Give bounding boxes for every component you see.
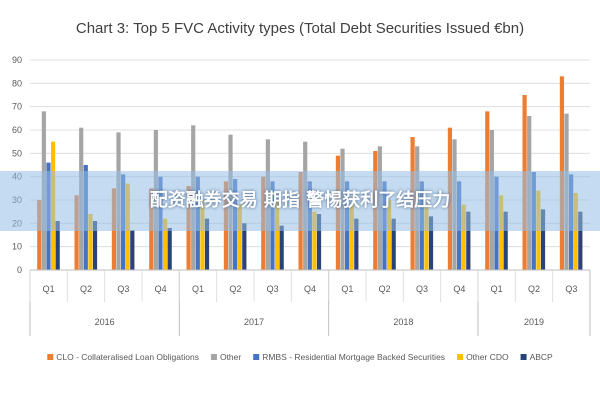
legend-swatch [210, 354, 217, 360]
bar [200, 200, 205, 270]
bar [498, 195, 504, 270]
bar [279, 225, 284, 270]
x-tick-label: Q2 [379, 284, 391, 294]
legend-item: Other [210, 352, 241, 362]
x-tick-label: Q4 [453, 284, 465, 294]
legend-label: Other CDO [466, 352, 509, 362]
legend-swatch [47, 354, 54, 360]
bar [466, 211, 471, 270]
overlay-banner [0, 171, 600, 231]
bar [424, 204, 429, 270]
bar [354, 218, 359, 270]
overlay-banner-text: 配资融券交易 期指 警惕获利了结压力 [149, 190, 451, 211]
bar [167, 228, 172, 270]
bar [578, 211, 583, 270]
bar [162, 218, 168, 270]
bar [503, 211, 508, 270]
x-tick-label: Q1 [43, 284, 55, 294]
year-label: 2017 [244, 317, 264, 327]
legend-item: RMBS - Residential Mortgage Backed Secur… [253, 352, 445, 362]
legend: CLO - Collateralised Loan Obligations Oth… [47, 352, 553, 362]
bar [540, 209, 546, 270]
bar [88, 214, 93, 270]
y-axis-ticks: 0102030405060708090 [12, 55, 22, 275]
bar [391, 218, 396, 270]
bar [573, 193, 578, 270]
x-tick-label: Q2 [528, 284, 540, 294]
y-tick-label: 10 [12, 242, 22, 252]
bar [37, 200, 42, 270]
bar [242, 223, 247, 270]
bar [316, 214, 322, 270]
x-tick-label: Q3 [416, 284, 428, 294]
bar [274, 200, 280, 270]
bar [204, 218, 210, 270]
bar [130, 230, 135, 270]
x-tick-label: Q2 [80, 284, 92, 294]
bar [55, 221, 60, 270]
legend-label: ABCP [530, 352, 553, 362]
y-tick-label: 80 [12, 78, 22, 88]
legend-label: CLO - Collateralised Loan Obligations [56, 352, 199, 362]
x-tick-label: Q3 [117, 284, 129, 294]
x-tick-label: Q4 [304, 284, 316, 294]
bar [428, 216, 434, 270]
bar [386, 200, 392, 270]
bar [312, 211, 317, 270]
bar [237, 204, 242, 270]
chart-title: Chart 3: Top 5 FVC Activity types (Total… [76, 20, 524, 37]
legend-swatch [520, 354, 527, 360]
x-tick-label: Q1 [491, 284, 503, 294]
y-tick-label: 60 [12, 125, 22, 135]
year-label: 2019 [524, 317, 544, 327]
year-label: 2018 [393, 317, 413, 327]
x-tick-label: Q3 [267, 284, 279, 294]
year-label: 2016 [95, 317, 115, 327]
legend-item: ABCP [520, 352, 553, 362]
y-tick-label: 90 [12, 55, 22, 65]
legend-label: RMBS - Residential Mortgage Backed Secur… [262, 352, 445, 362]
x-tick-label: Q3 [565, 284, 577, 294]
legend-swatch [253, 354, 260, 360]
bar [349, 204, 354, 270]
legend-label: Other [220, 352, 241, 362]
bar [461, 204, 466, 270]
x-axis: Q1 Q2 Q3 Q4 Q1 Q2 Q3 Q4 Q1 Q2 Q3 Q4 Q1 Q2 Q3 2016 2017 20… [29, 269, 591, 336]
x-tick-label: Q1 [192, 284, 204, 294]
bar [74, 195, 79, 270]
x-tick-label: Q1 [341, 284, 353, 294]
x-tick-label: Q4 [155, 284, 167, 294]
y-tick-label: 0 [17, 265, 22, 275]
y-tick-label: 70 [12, 102, 22, 112]
legend-swatch [457, 354, 464, 360]
x-tick-label: Q2 [229, 284, 241, 294]
bar [92, 221, 98, 270]
y-tick-label: 50 [12, 148, 22, 158]
legend-item: CLO - Collateralised Loan Obligations [47, 352, 199, 362]
legend-item: Other CDO [457, 352, 509, 362]
